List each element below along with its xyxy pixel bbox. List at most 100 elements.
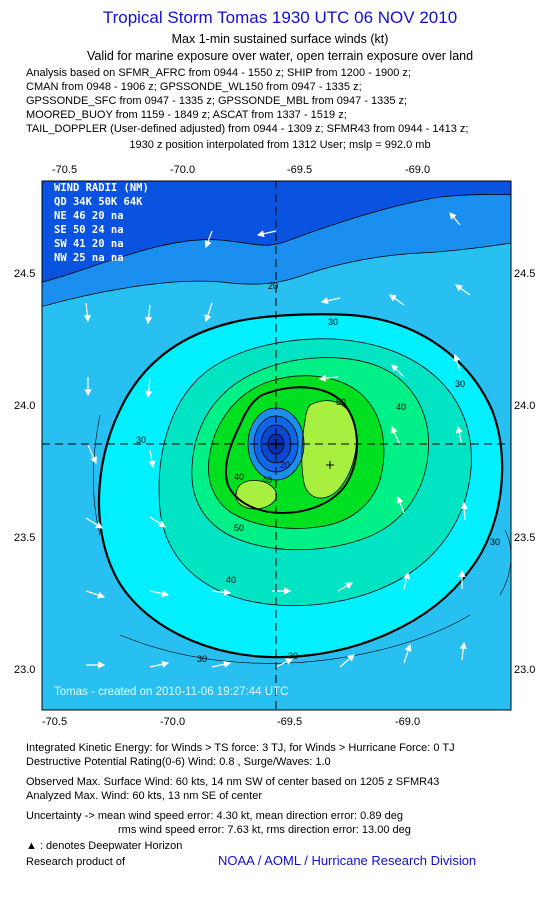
plot-frame xyxy=(41,180,512,711)
created-watermark: Tomas - created on 2010-11-06 19:27:44 U… xyxy=(54,686,288,698)
contour-line xyxy=(42,194,511,283)
contour-labels: 20 30 30 30 30 30 30 40 40 40 50 50 20 4… xyxy=(136,281,500,664)
uncertainty-line: rms wind speed error: 7.63 kt, rms direc… xyxy=(118,824,411,836)
contour-label: 30 xyxy=(328,317,338,327)
subtitle-winds: Max 1-min sustained surface winds (kt) xyxy=(171,32,389,46)
lon-tick-label: -70.0 xyxy=(160,716,185,728)
wind-arrow xyxy=(149,660,170,668)
wind-arrow xyxy=(455,425,463,446)
contour-label: 40 xyxy=(262,475,272,485)
contour-label: 30 xyxy=(197,654,207,664)
lon-tick-label: -69.5 xyxy=(277,716,302,728)
lon-tick-label: -69.0 xyxy=(405,164,430,176)
wind-arrow xyxy=(211,588,232,596)
contour-label: 40 xyxy=(396,402,406,412)
wind-map: -70.5 -70.0 -69.5 -69.0 -70.5 -70.0 -69.… xyxy=(14,164,535,728)
contour-label: 30 xyxy=(455,379,465,389)
wind-arrow xyxy=(149,590,170,598)
contour-label: 30 xyxy=(490,537,500,547)
contour-label: 20 xyxy=(268,281,278,291)
dpr-line: Destructive Potential Rating(0-6) Wind: … xyxy=(26,756,331,768)
lat-tick-label: 23.0 xyxy=(14,664,35,676)
wind-radii-row: NE 46 20 na xyxy=(54,210,124,222)
wind-arrow xyxy=(455,284,471,296)
subtitle-exposure: Valid for marine exposure over water, op… xyxy=(86,49,474,63)
wind-arrows xyxy=(83,212,471,669)
wind-arrow xyxy=(391,425,401,446)
position-line: 1930 z position interpolated from 1312 U… xyxy=(129,139,431,151)
contour-label: 50 xyxy=(234,523,244,533)
wind-radii-row: SE 50 24 na xyxy=(54,224,124,236)
wind-radii-table: WIND RADII (NM) QD 34K 50K 64K NE 46 20 … xyxy=(54,182,149,264)
lon-tick-label: -70.5 xyxy=(52,164,77,176)
wind-arrow xyxy=(391,364,405,378)
wind-arrow xyxy=(149,516,166,528)
wind-arrow xyxy=(449,212,461,226)
wind-arrow xyxy=(453,353,461,372)
wind-arrow xyxy=(87,444,97,465)
lat-tick-label: 24.5 xyxy=(514,268,535,280)
uncertainty-line: Uncertainty -> mean wind speed error: 4.… xyxy=(26,810,403,822)
noaa-credit-link[interactable]: NOAA / AOML / Hurricane Research Divisio… xyxy=(218,853,477,868)
analyzed-max-line: Analyzed Max. Wind: 60 kts, 13 nm SE of … xyxy=(26,790,262,802)
lat-tick-label: 24.0 xyxy=(514,400,535,412)
wind-arrow xyxy=(403,571,411,590)
wind-arrow xyxy=(204,230,213,249)
lat-tick-label: 24.0 xyxy=(14,400,35,412)
lat-ticks-right: 24.5 24.0 23.5 23.0 xyxy=(514,268,535,676)
wind-arrow xyxy=(145,378,153,399)
wind-arrow xyxy=(337,582,354,592)
wind-arrow xyxy=(460,501,468,521)
wind-radii-header: QD 34K 50K 64K xyxy=(54,196,143,208)
wind-arrow xyxy=(83,302,91,323)
contour-label: 40 xyxy=(226,575,236,585)
wind-arrow xyxy=(256,230,277,238)
wind-arrow xyxy=(389,294,405,306)
analysis-line: TAIL_DOPPLER (User-defined adjusted) fro… xyxy=(26,123,469,135)
contour-label: 30 xyxy=(136,435,146,445)
lon-tick-label: -69.0 xyxy=(395,716,420,728)
lon-ticks-bottom: -70.5 -70.0 -69.5 -69.0 xyxy=(42,716,420,728)
lon-tick-label: -70.5 xyxy=(42,716,67,728)
wind-arrow xyxy=(145,304,153,325)
lon-ticks-top: -70.5 -70.0 -69.5 -69.0 xyxy=(52,164,430,176)
contour-line xyxy=(158,338,472,606)
contour-label: 50 xyxy=(336,397,346,407)
lon-tick-label: -70.0 xyxy=(170,164,195,176)
wind-radii-title: WIND RADII (NM) xyxy=(54,182,149,194)
contour-label: 30 xyxy=(288,651,298,661)
band-50kt xyxy=(301,400,357,499)
contour-line xyxy=(92,414,101,536)
wind-arrow xyxy=(318,374,339,382)
storm-center-marker xyxy=(271,439,281,449)
lat-tick-label: 23.5 xyxy=(14,532,35,544)
deepwater-note: ▲ : denotes Deepwater Horizon xyxy=(26,840,183,852)
lat-tick-label: 23.5 xyxy=(514,532,535,544)
observed-max-line: Observed Max. Surface Wind: 60 kts, 14 n… xyxy=(26,776,440,788)
wind-radii-row: SW 41 20 na xyxy=(54,238,124,250)
wind-arrow xyxy=(396,495,405,514)
wind-arrow xyxy=(339,654,355,668)
analysis-line: Analysis based on SFMR_AFRC from 0944 - … xyxy=(26,67,411,79)
ike-line: Integrated Kinetic Energy: for Winds > T… xyxy=(26,742,455,754)
lat-tick-label: 24.5 xyxy=(14,268,35,280)
contour-line xyxy=(208,375,385,529)
contour-line xyxy=(42,242,511,307)
research-label: Research product of xyxy=(26,856,126,868)
analysis-line: GPSSONDE_SFC from 0947 - 1335 z; GPSSOND… xyxy=(26,95,408,107)
lon-tick-label: -69.5 xyxy=(287,164,312,176)
contour-label: 40 xyxy=(234,472,244,482)
lat-tick-label: 23.0 xyxy=(514,664,535,676)
wind-radii-row: NW 25 na na xyxy=(54,252,124,264)
analysis-line: MOORED_BUOY from 1159 - 1849 z; ASCAT fr… xyxy=(26,109,347,121)
analysis-line: CMAN from 0948 - 1906 z; GPSSONDE_WL150 … xyxy=(26,81,362,93)
contour-50kt-bold xyxy=(224,386,358,515)
wind-arrow xyxy=(320,297,341,305)
lat-ticks-left: 24.5 24.0 23.5 23.0 xyxy=(14,268,35,676)
plot-area: 20 30 30 30 30 30 30 40 40 40 50 50 20 4… xyxy=(42,181,511,710)
wind-arrow xyxy=(85,517,104,529)
wind-arrow xyxy=(148,449,156,469)
contour-34kt-bold xyxy=(97,313,504,659)
contour-label: 20 xyxy=(280,460,290,470)
wind-arrow xyxy=(459,641,467,661)
